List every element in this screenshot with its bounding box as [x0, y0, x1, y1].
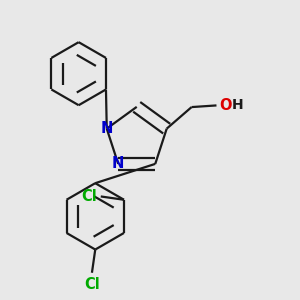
- Text: Cl: Cl: [84, 277, 100, 292]
- Text: O: O: [219, 98, 232, 113]
- Text: N: N: [100, 121, 113, 136]
- Text: H: H: [231, 98, 243, 112]
- Text: N: N: [112, 156, 124, 171]
- Text: Cl: Cl: [81, 189, 97, 204]
